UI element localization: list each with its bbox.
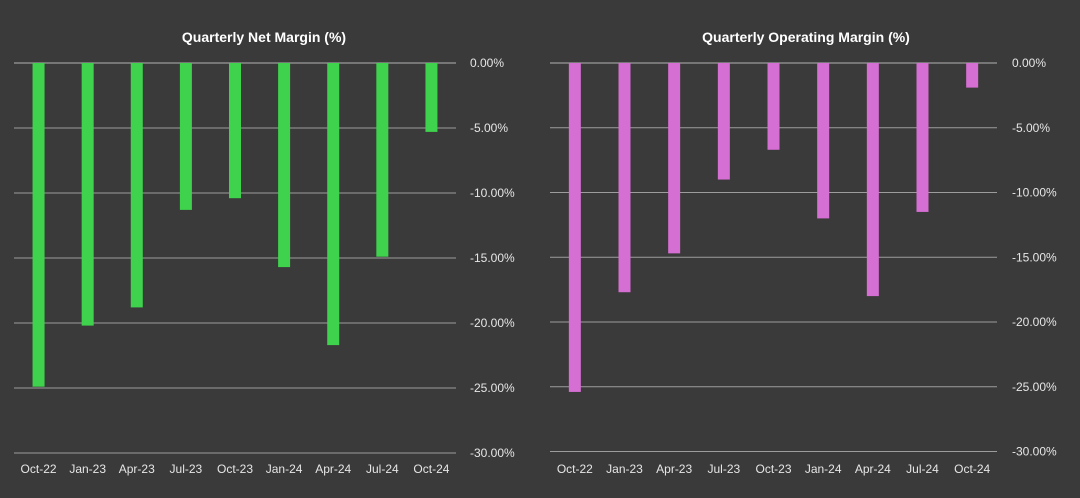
bar-jul-23 xyxy=(179,63,192,210)
y-tick-label: -20.00% xyxy=(1012,315,1057,329)
bar-jan-23 xyxy=(81,63,94,326)
bar-oct-23 xyxy=(767,63,780,150)
x-tick-label: Oct-22 xyxy=(21,462,57,476)
y-tick-label: -30.00% xyxy=(1012,445,1057,459)
y-tick-label: -10.00% xyxy=(470,186,515,200)
bar-oct-24 xyxy=(425,63,438,132)
y-tick-label: -15.00% xyxy=(470,251,515,265)
x-tick-label: Apr-24 xyxy=(855,462,891,476)
x-tick-label: Jul-23 xyxy=(707,462,740,476)
bar-jan-24 xyxy=(817,63,830,219)
chart-title: Quarterly Operating Margin (%) xyxy=(702,29,910,45)
x-tick-label: Jan-24 xyxy=(805,462,842,476)
x-tick-label: Jan-23 xyxy=(606,462,643,476)
x-tick-label: Oct-22 xyxy=(557,462,593,476)
x-tick-label: Apr-23 xyxy=(119,462,155,476)
x-tick-label: Apr-23 xyxy=(656,462,692,476)
bar-jan-24 xyxy=(278,63,291,268)
y-tick-label: -30.00% xyxy=(470,446,515,460)
x-tick-label: Jan-24 xyxy=(266,462,303,476)
bar-jul-23 xyxy=(717,63,730,180)
y-tick-label: 0.00% xyxy=(1012,56,1046,70)
y-tick-label: -5.00% xyxy=(1012,121,1050,135)
bar-oct-22 xyxy=(32,63,45,387)
x-tick-label: Jul-24 xyxy=(906,462,939,476)
x-tick-label: Oct-23 xyxy=(217,462,253,476)
bar-oct-22 xyxy=(568,63,581,392)
bar-apr-23 xyxy=(668,63,681,254)
bar-apr-23 xyxy=(130,63,143,308)
x-tick-label: Oct-23 xyxy=(755,462,791,476)
y-tick-label: -20.00% xyxy=(470,316,515,330)
chart-title: Quarterly Net Margin (%) xyxy=(182,29,346,45)
x-tick-label: Jul-23 xyxy=(170,462,203,476)
bar-apr-24 xyxy=(866,63,879,297)
y-tick-label: 0.00% xyxy=(470,56,504,70)
x-tick-label: Jan-23 xyxy=(69,462,106,476)
operating-margin-chart: Quarterly Operating Margin (%) 0.00% -5.00… xyxy=(550,29,1057,476)
bar-jan-23 xyxy=(618,63,631,293)
y-tick-label: -5.00% xyxy=(470,121,508,135)
x-tick-label: Oct-24 xyxy=(954,462,990,476)
y-tick-label: -25.00% xyxy=(1012,380,1057,394)
bar-oct-24 xyxy=(966,63,979,88)
net-margin-chart: Quarterly Net Margin (%) 0.00% -5.00% -10.0… xyxy=(14,29,515,476)
x-tick-label: Oct-24 xyxy=(413,462,449,476)
y-tick-label: -10.00% xyxy=(1012,186,1057,200)
x-tick-label: Jul-24 xyxy=(366,462,399,476)
y-tick-label: -15.00% xyxy=(1012,250,1057,264)
bar-oct-23 xyxy=(229,63,241,199)
bar-jul-24 xyxy=(916,63,929,212)
bar-jul-24 xyxy=(376,63,389,257)
x-tick-label: Apr-24 xyxy=(315,462,351,476)
bar-apr-24 xyxy=(327,63,340,346)
y-tick-label: -25.00% xyxy=(470,381,515,395)
